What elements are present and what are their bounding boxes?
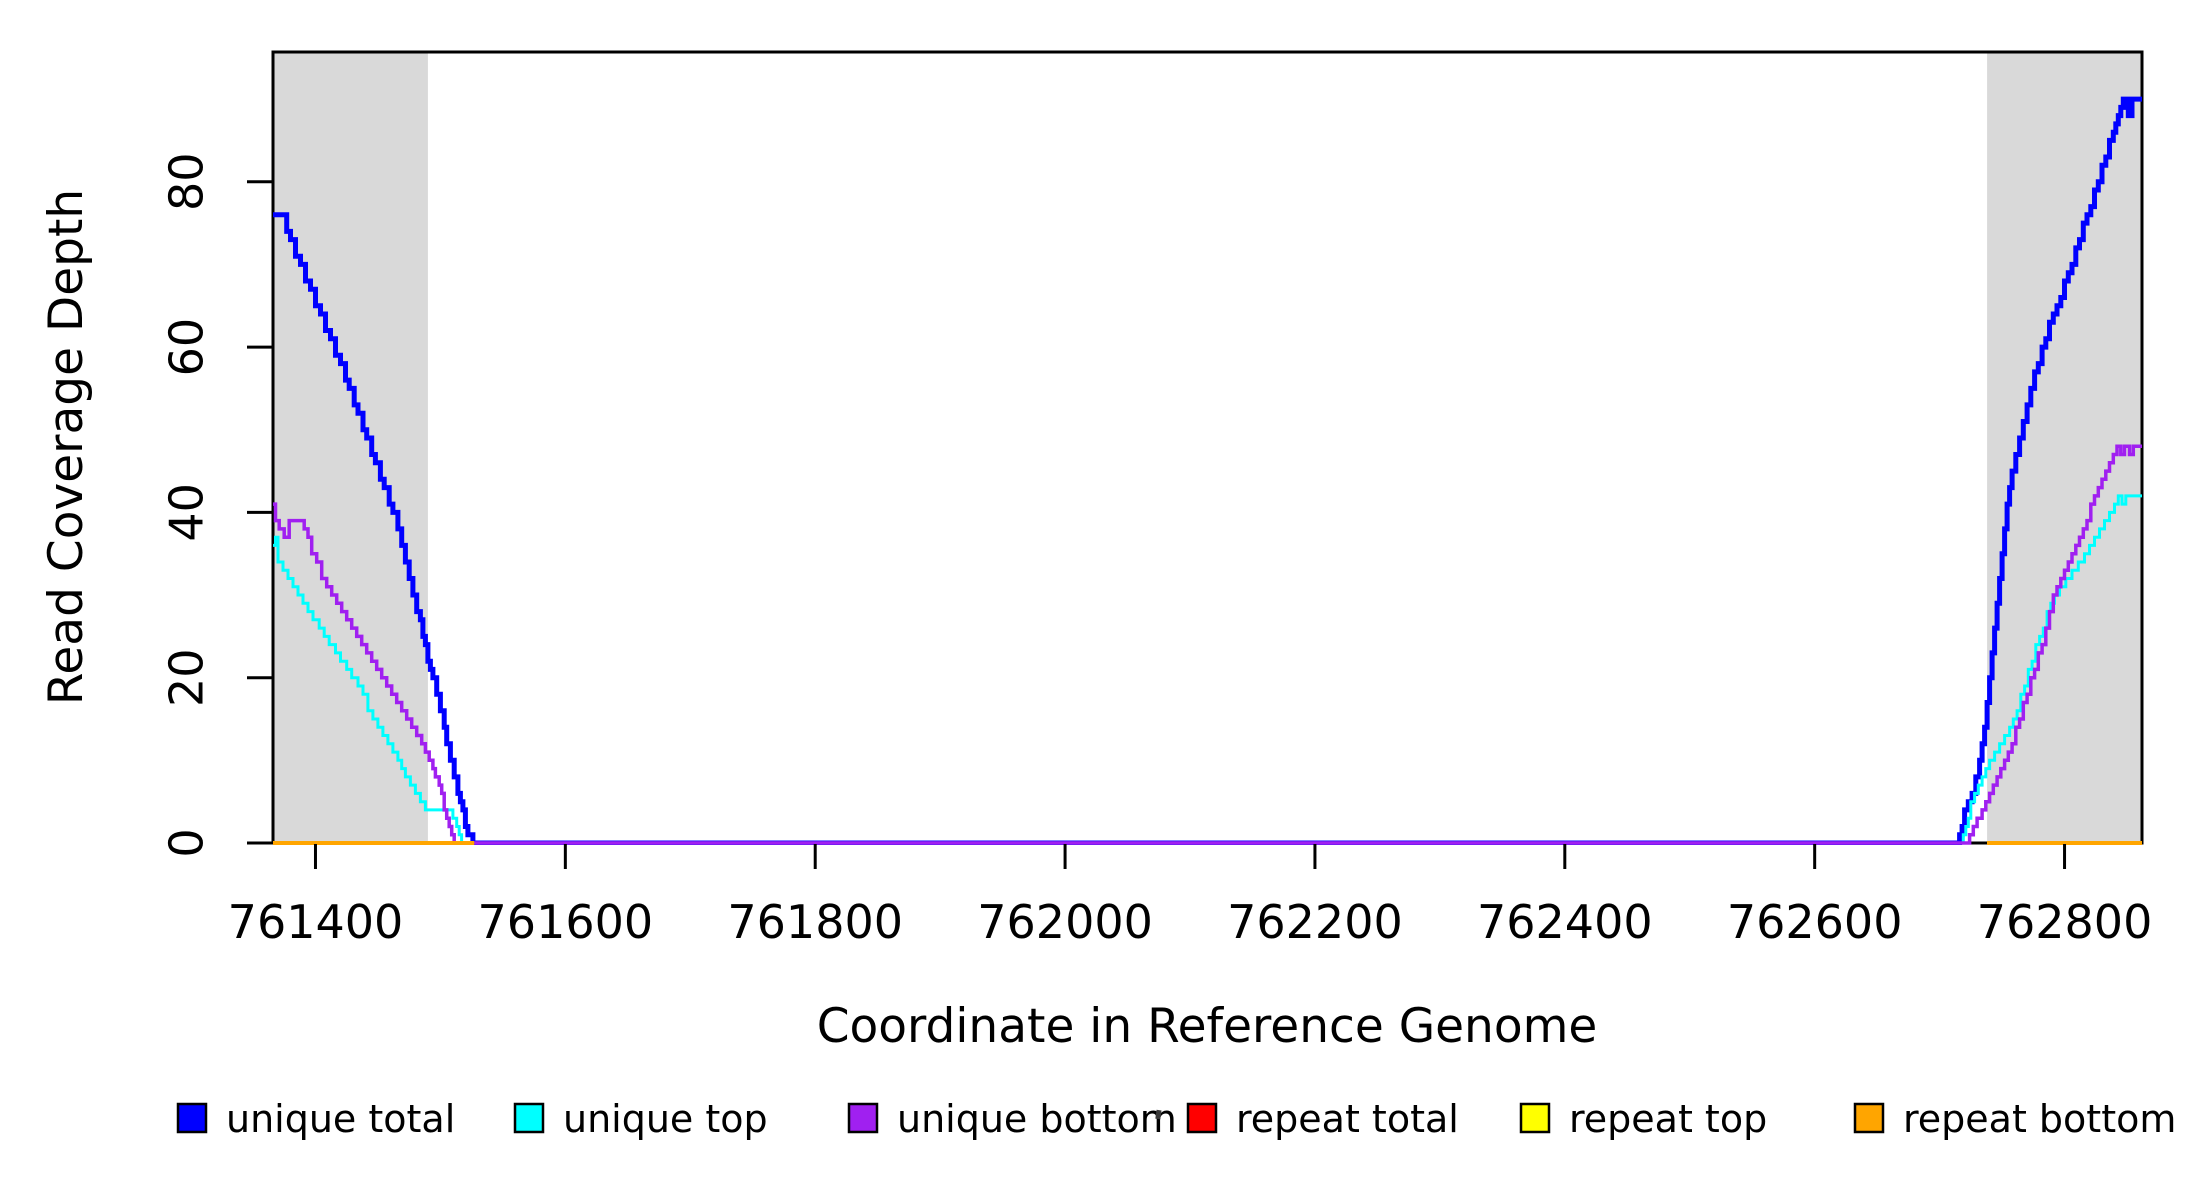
legend-item-unique-total: unique total	[176, 1097, 455, 1141]
y-tick-label-0: 0	[160, 828, 214, 857]
legend-swatch-unique-total	[176, 1102, 208, 1134]
legend-item-unique-bottom: unique bottom	[847, 1097, 1177, 1141]
plot-frame	[271, 50, 2144, 845]
legend-item-repeat-total: repeat total	[1186, 1097, 1459, 1141]
coverage-series-lines	[273, 96, 2142, 845]
legend-artifact-dot	[1155, 1109, 1162, 1120]
x-axis-title: Coordinate in Reference Genome	[817, 999, 1598, 1054]
x-tick-label-761800: 761800	[727, 895, 903, 949]
x-tick-label-762600: 762600	[1727, 895, 1903, 949]
series-line-unique-top	[273, 494, 2142, 845]
y-axis: 0 20 40 60 80	[160, 152, 272, 858]
legend-item-repeat-top: repeat top	[1519, 1097, 1767, 1141]
legend-label-unique-top: unique top	[563, 1097, 768, 1141]
repeat-region-shading	[273, 52, 2142, 843]
x-tick-label-762400: 762400	[1477, 895, 1653, 949]
series-line-unique-bottom	[273, 444, 2142, 845]
legend-swatch-unique-top	[513, 1102, 545, 1134]
x-tick-label-761600: 761600	[478, 895, 654, 949]
y-tick-label-20: 20	[160, 648, 214, 707]
legend-label-unique-bottom: unique bottom	[897, 1097, 1177, 1141]
legend-swatch-repeat-bottom	[1853, 1102, 1885, 1134]
legend-label-repeat-bottom: repeat bottom	[1903, 1097, 2176, 1141]
x-tick-label-762000: 762000	[977, 895, 1153, 949]
x-tick-label-762800: 762800	[1977, 895, 2153, 949]
legend-label-unique-total: unique total	[226, 1097, 455, 1141]
y-tick-label-80: 80	[160, 152, 214, 211]
x-tick-label-762200: 762200	[1227, 895, 1403, 949]
legend-swatch-unique-bottom	[847, 1102, 879, 1134]
legend-swatch-repeat-total	[1186, 1102, 1218, 1134]
repeat-region-band-0	[273, 52, 428, 843]
x-axis: 761400 761600 761800 762000 762200 762400 7626…	[228, 844, 2153, 949]
legend-item-unique-top: unique top	[513, 1097, 768, 1141]
series-line-unique-total	[273, 96, 2142, 845]
y-tick-label-40: 40	[160, 483, 214, 542]
legend-swatch-repeat-top	[1519, 1102, 1551, 1134]
legend: unique total unique top unique bottom repea…	[176, 1097, 2176, 1141]
x-tick-label-761400: 761400	[228, 895, 404, 949]
y-axis-title: Read Coverage Depth	[39, 189, 94, 705]
legend-item-repeat-bottom: repeat bottom	[1853, 1097, 2176, 1141]
legend-label-repeat-total: repeat total	[1236, 1097, 1459, 1141]
legend-label-repeat-top: repeat top	[1569, 1097, 1767, 1141]
y-tick-label-60: 60	[160, 318, 214, 377]
